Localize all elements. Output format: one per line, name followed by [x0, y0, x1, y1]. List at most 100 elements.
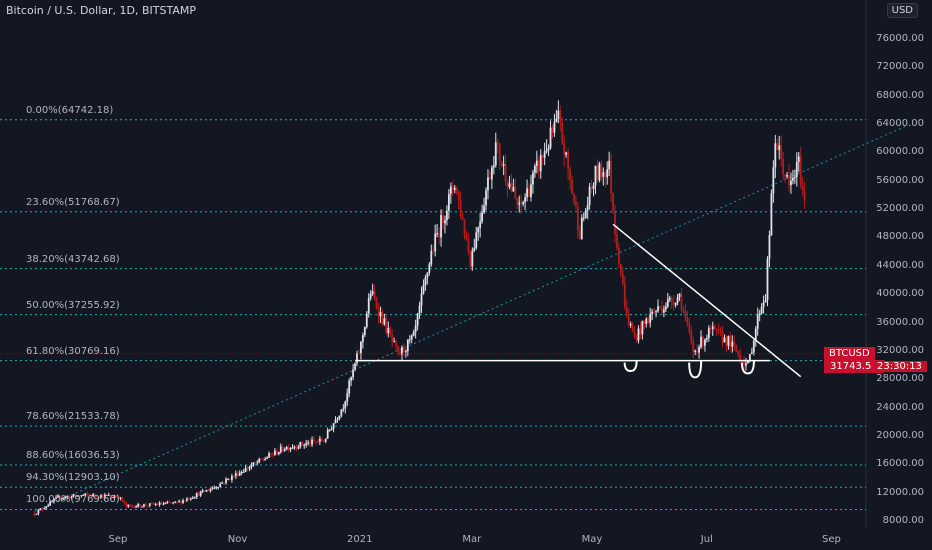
candle-body	[657, 306, 659, 312]
price-tick-label: 32000.00	[876, 344, 924, 356]
candle-body	[55, 497, 57, 499]
candle-body	[776, 143, 779, 150]
candle-body	[117, 497, 120, 499]
candle-body	[168, 501, 171, 503]
candle-body	[229, 478, 231, 480]
fib-level-label: 94.30%(12903.10)	[26, 472, 120, 484]
candle-body	[60, 498, 63, 500]
candle-body	[563, 142, 566, 155]
candle-body	[35, 513, 38, 515]
candle-body	[230, 475, 233, 480]
candle-body	[635, 336, 638, 341]
candle-body	[158, 502, 161, 505]
candle-body	[264, 458, 267, 460]
candle-body	[49, 501, 52, 506]
candle-body	[176, 501, 179, 503]
candle-body	[522, 202, 525, 204]
price-tick-label: 56000.00	[876, 174, 924, 186]
candle-body	[236, 473, 239, 476]
candle-body	[330, 428, 333, 430]
candle-body	[731, 341, 734, 347]
candle-body	[569, 169, 571, 180]
candle-body	[774, 143, 777, 168]
candle-body	[123, 501, 126, 503]
candle-body	[287, 446, 290, 450]
candle-body	[86, 493, 89, 495]
candle-body	[418, 305, 421, 314]
fib-level-label: 61.80%(30769.16)	[26, 345, 120, 357]
candle-body	[377, 308, 380, 317]
candle-body	[561, 122, 564, 143]
candle-body	[410, 335, 413, 340]
candle-body	[277, 452, 280, 455]
candle-body	[602, 172, 605, 177]
candle-body	[516, 197, 519, 205]
candle-body	[367, 298, 370, 314]
candle-body	[444, 220, 446, 224]
candle-body	[80, 495, 83, 497]
candle-body	[647, 318, 650, 323]
candle-body	[211, 488, 214, 490]
candle-body	[291, 447, 294, 449]
candle-body	[580, 217, 583, 240]
candle-body	[258, 458, 261, 463]
price-tick-label: 48000.00	[876, 231, 924, 243]
candle-body	[326, 430, 329, 439]
candle-body	[248, 467, 251, 469]
candle-body	[88, 494, 91, 496]
candle-body	[485, 190, 487, 206]
candle-body	[637, 328, 640, 341]
price-tick-label: 12000.00	[876, 486, 924, 498]
candle-body	[129, 504, 132, 506]
candle-body	[467, 240, 470, 252]
chart-title: Bitcoin / U.S. Dollar, 1D, BITSTAMP	[6, 4, 196, 17]
candle-body	[471, 250, 474, 267]
candle-body	[180, 501, 182, 504]
candle-body	[213, 487, 216, 489]
candle-body	[512, 186, 515, 192]
diagonal-trend-line	[34, 124, 909, 512]
candle-body	[682, 310, 685, 312]
price-tick-label: 20000.00	[876, 429, 924, 441]
bottom-annotation	[623, 360, 638, 373]
candle-body	[141, 506, 143, 508]
descending-trendline[interactable]	[612, 223, 802, 378]
candle-body	[754, 328, 757, 341]
candle-body	[311, 439, 313, 445]
candle-body	[254, 462, 257, 464]
candle-body	[363, 327, 366, 336]
candle-body	[690, 331, 693, 342]
candle-body	[84, 493, 87, 495]
candle-body	[780, 145, 783, 160]
candle-body	[801, 185, 804, 191]
currency-button[interactable]: USD	[886, 3, 918, 18]
candle-body	[792, 177, 794, 181]
candle-body	[557, 110, 560, 119]
candle-body	[182, 500, 184, 504]
bottom-annotation	[688, 360, 703, 379]
candle-body	[576, 206, 579, 230]
price-tick-label: 16000.00	[876, 458, 924, 470]
candle-body	[797, 156, 800, 162]
candle-body	[463, 219, 466, 236]
candle-body	[475, 232, 478, 248]
candle-body	[737, 351, 740, 355]
candle-body	[39, 508, 42, 511]
candle-body	[735, 344, 738, 352]
candle-body	[539, 154, 542, 172]
candle-body	[526, 188, 528, 198]
candle-body	[45, 506, 48, 509]
candle-body	[662, 309, 665, 313]
candle-body	[338, 415, 341, 419]
candle-body	[610, 160, 613, 194]
candle-body	[270, 453, 272, 455]
candle-body	[490, 167, 493, 180]
candle-body	[246, 467, 249, 469]
candle-body	[74, 494, 77, 497]
candle-body	[584, 210, 587, 218]
candle-body	[704, 339, 706, 346]
candle-body	[438, 233, 440, 238]
candle-body	[659, 306, 661, 309]
candle-body	[506, 181, 509, 187]
